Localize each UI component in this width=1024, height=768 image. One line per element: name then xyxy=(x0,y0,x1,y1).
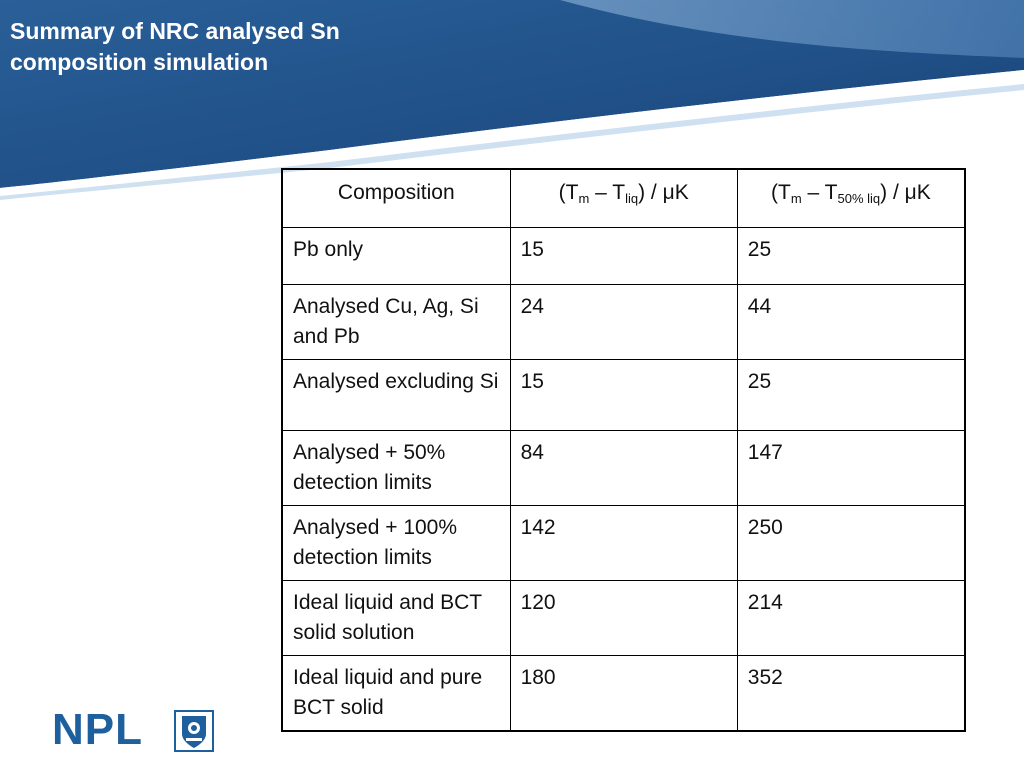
npl-crest-icon xyxy=(174,710,214,752)
cell-tm-t50: 25 xyxy=(736,359,966,431)
cell-tm-tliq: 84 xyxy=(509,430,738,506)
header-tm-tliq-suffix: ) / μK xyxy=(638,181,689,204)
cell-composition: Analysed + 100% detection limits xyxy=(281,505,511,581)
cell-tm-t50: 25 xyxy=(736,227,966,285)
header-tm-tliq-sub-liq: liq xyxy=(625,191,639,206)
cell-tm-t50: 214 xyxy=(736,580,966,656)
npl-logo: NPL xyxy=(52,705,143,754)
header-tm-t50-prefix: (T xyxy=(771,181,791,204)
cell-composition: Pb only xyxy=(281,227,511,285)
cell-tm-tliq: 180 xyxy=(509,655,738,732)
cell-composition: Analysed + 50% detection limits xyxy=(281,430,511,506)
header-tm-t50: (Tm – T50% liq) / μK xyxy=(736,168,966,228)
summary-table: Composition (Tm – Tliq) / μK (Tm – T50% … xyxy=(281,168,966,732)
cell-tm-t50: 352 xyxy=(736,655,966,732)
header-tm-t50-mid: – T xyxy=(801,181,838,204)
cell-tm-tliq: 120 xyxy=(509,580,738,656)
cell-tm-t50: 250 xyxy=(736,505,966,581)
table-row: Analysed excluding Si 15 25 xyxy=(281,359,966,431)
cell-tm-t50: 147 xyxy=(736,430,966,506)
slide-title: Summary of NRC analysed Sn composition s… xyxy=(10,18,340,75)
table-row: Analysed + 100% detection limits 142 250 xyxy=(281,505,966,581)
cell-tm-t50: 44 xyxy=(736,284,966,360)
header-tm-tliq-mid: – T xyxy=(589,181,626,204)
cell-tm-tliq: 15 xyxy=(509,227,738,285)
header-tm-tliq-prefix: (T xyxy=(558,181,579,204)
header-wave-banner xyxy=(0,0,1024,200)
header-tm-t50-suffix: ) / μK xyxy=(880,181,931,204)
table-row: Analysed Cu, Ag, Si and Pb 24 44 xyxy=(281,284,966,360)
table-row: Ideal liquid and pure BCT solid 180 352 xyxy=(281,655,966,732)
cell-composition: Ideal liquid and pure BCT solid xyxy=(281,655,511,732)
header-tm-t50-sub-m: m xyxy=(790,191,802,206)
table-row: Analysed + 50% detection limits 84 147 xyxy=(281,430,966,506)
table-row: Ideal liquid and BCT solid solution 120 … xyxy=(281,580,966,656)
header-composition: Composition xyxy=(281,168,511,228)
cell-tm-tliq: 15 xyxy=(509,359,738,431)
header-tm-tliq: (Tm – Tliq) / μK xyxy=(509,168,738,228)
header-tm-tliq-sub-m: m xyxy=(578,191,590,206)
table-row: Pb only 15 25 xyxy=(281,227,966,285)
cell-composition: Ideal liquid and BCT solid solution xyxy=(281,580,511,656)
cell-tm-tliq: 24 xyxy=(509,284,738,360)
table-header-row: Composition (Tm – Tliq) / μK (Tm – T50% … xyxy=(281,168,966,228)
cell-composition: Analysed Cu, Ag, Si and Pb xyxy=(281,284,511,360)
cell-tm-tliq: 142 xyxy=(509,505,738,581)
header-tm-t50-sub-liq: 50% liq xyxy=(837,191,881,206)
cell-composition: Analysed excluding Si xyxy=(281,359,511,431)
